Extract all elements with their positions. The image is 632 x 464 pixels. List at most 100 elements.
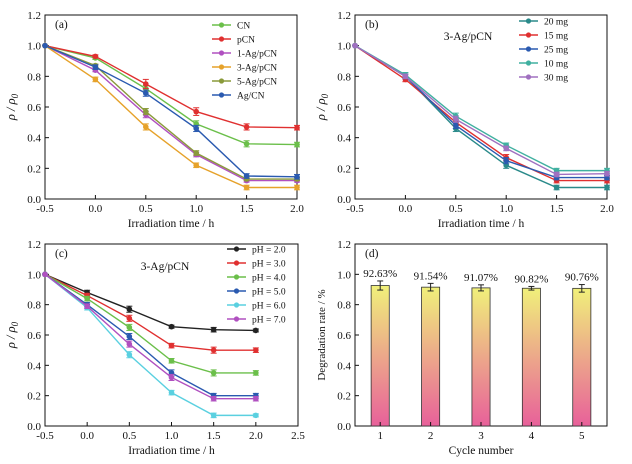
data-point (243, 141, 250, 147)
data-point (143, 108, 149, 115)
x-tick-label: 2.0 (249, 430, 263, 442)
series-line (354, 45, 607, 179)
series-line (44, 45, 298, 178)
data-point (294, 173, 300, 180)
legend-label: 1-Ag/pCN (237, 50, 277, 60)
data-point (243, 173, 250, 179)
legend-marker (233, 274, 240, 280)
series-line (44, 273, 256, 351)
series-line (44, 273, 256, 417)
x-tick-label: 5 (579, 430, 585, 442)
y-tick-label: 0.8 (337, 71, 351, 83)
data-point (126, 306, 133, 313)
legend-label: pH = 4.0 (252, 274, 286, 284)
y-tick-label: 0.6 (27, 102, 41, 114)
legend-label: 25 mg (544, 46, 568, 56)
x-tick-label: 2 (428, 430, 434, 442)
series-0: 20 mg (352, 18, 610, 191)
legend-label: 20 mg (544, 18, 568, 28)
data-point (210, 347, 217, 353)
y-tick-label: 0.6 (337, 102, 351, 114)
data-point (168, 342, 175, 349)
panel-c: 0.00.20.40.60.81.01.2-0.5 0.0 0.5 1.0 1.5 2.0… (4, 239, 305, 457)
series-line (44, 273, 256, 400)
y-tick-label: 0.2 (27, 163, 41, 175)
y-tick-label: 1.2 (27, 239, 41, 251)
series-line (44, 273, 256, 374)
y-tick-label: 0.0 (27, 194, 41, 206)
x-tick-label: 1.5 (207, 430, 221, 442)
y-tick-label: 0.6 (27, 330, 41, 342)
series-line (44, 45, 297, 182)
bar-value-label: 91.07% (464, 272, 498, 284)
legend-marker (233, 316, 240, 322)
data-point (168, 374, 175, 381)
series-0: pH = 2.0 (42, 246, 286, 334)
data-point (352, 42, 358, 49)
series-line (354, 45, 607, 182)
panel-label: (d) (365, 248, 379, 260)
legend-label: Ag/CN (237, 92, 265, 102)
data-point (92, 53, 99, 60)
series-3: 10 mg (352, 42, 610, 174)
data-point (253, 327, 259, 334)
y-axis-label: ρ / ρ0 (4, 93, 20, 121)
y-tick-label: 0.2 (337, 163, 351, 175)
data-point (604, 170, 610, 177)
y-tick-label: 0.2 (337, 391, 351, 403)
y-tick-label: 0.6 (337, 330, 351, 342)
data-point (84, 303, 90, 309)
x-axis-label: Irradiation time / h (128, 218, 215, 230)
x-tick-label: 1.5 (240, 203, 254, 215)
panel-label: (c) (55, 248, 68, 260)
legend-marker (218, 36, 225, 42)
inset-label: 3-Ag/pCN (444, 31, 493, 43)
data-point (193, 125, 199, 132)
series-5: pH = 7.0 (42, 271, 286, 402)
data-point (126, 315, 133, 322)
legend-marker (525, 74, 532, 80)
y-tick-label: 0.8 (337, 300, 351, 312)
y-axis-label-main: ρ / ρ (4, 326, 18, 349)
x-tick-label: 2.5 (291, 430, 305, 442)
series-line (44, 44, 298, 129)
x-tick-label: 2.0 (600, 203, 614, 215)
y-tick-label: 1.0 (337, 41, 351, 53)
x-tick-label: 1 (377, 430, 383, 442)
legend-marker (525, 18, 532, 24)
data-point (503, 157, 510, 164)
y-tick-label: 0.0 (337, 194, 351, 206)
series-5: Ag/CN (42, 42, 300, 180)
data-point (92, 64, 99, 70)
data-point (126, 333, 133, 340)
legend-marker (233, 246, 240, 252)
legend-label: CN (237, 22, 250, 32)
series-1: 15 mg (352, 32, 610, 184)
y-tick-label: 1.0 (27, 41, 41, 53)
panel-d: 0.0 0.2 0.4 0.6 0.8 1.0 1.2 92.63% 1 91.54% 2 91.07… (316, 239, 608, 457)
bar-value-label: 92.63% (363, 268, 397, 280)
y-tick-label: 0.0 (27, 421, 41, 433)
x-tick-label: -0.5 (36, 430, 54, 442)
legend-marker (218, 64, 225, 70)
bar (370, 285, 390, 427)
series-2: pH = 4.0 (42, 271, 286, 377)
data-point (294, 124, 300, 131)
legend-label: 3-Ag/pCN (237, 64, 277, 74)
data-point (168, 389, 175, 396)
y-tick-label: 1.0 (337, 269, 351, 281)
series-3: 3-Ag/pCN (42, 42, 300, 191)
legend-marker (218, 22, 225, 28)
x-tick-label: 0.5 (122, 430, 136, 442)
legend-marker (525, 60, 532, 66)
y-tick-label: 0.4 (337, 360, 351, 372)
data-point (210, 370, 217, 376)
x-tick-label: 0.5 (139, 203, 153, 215)
data-point (253, 370, 259, 376)
data-point (453, 122, 459, 129)
series-1: pH = 3.0 (42, 260, 286, 354)
series-2: 25 mg (352, 42, 610, 181)
data-point (210, 412, 217, 419)
y-axis-label-sub: 0 (320, 93, 330, 98)
y-tick-label: 0.4 (27, 360, 41, 372)
